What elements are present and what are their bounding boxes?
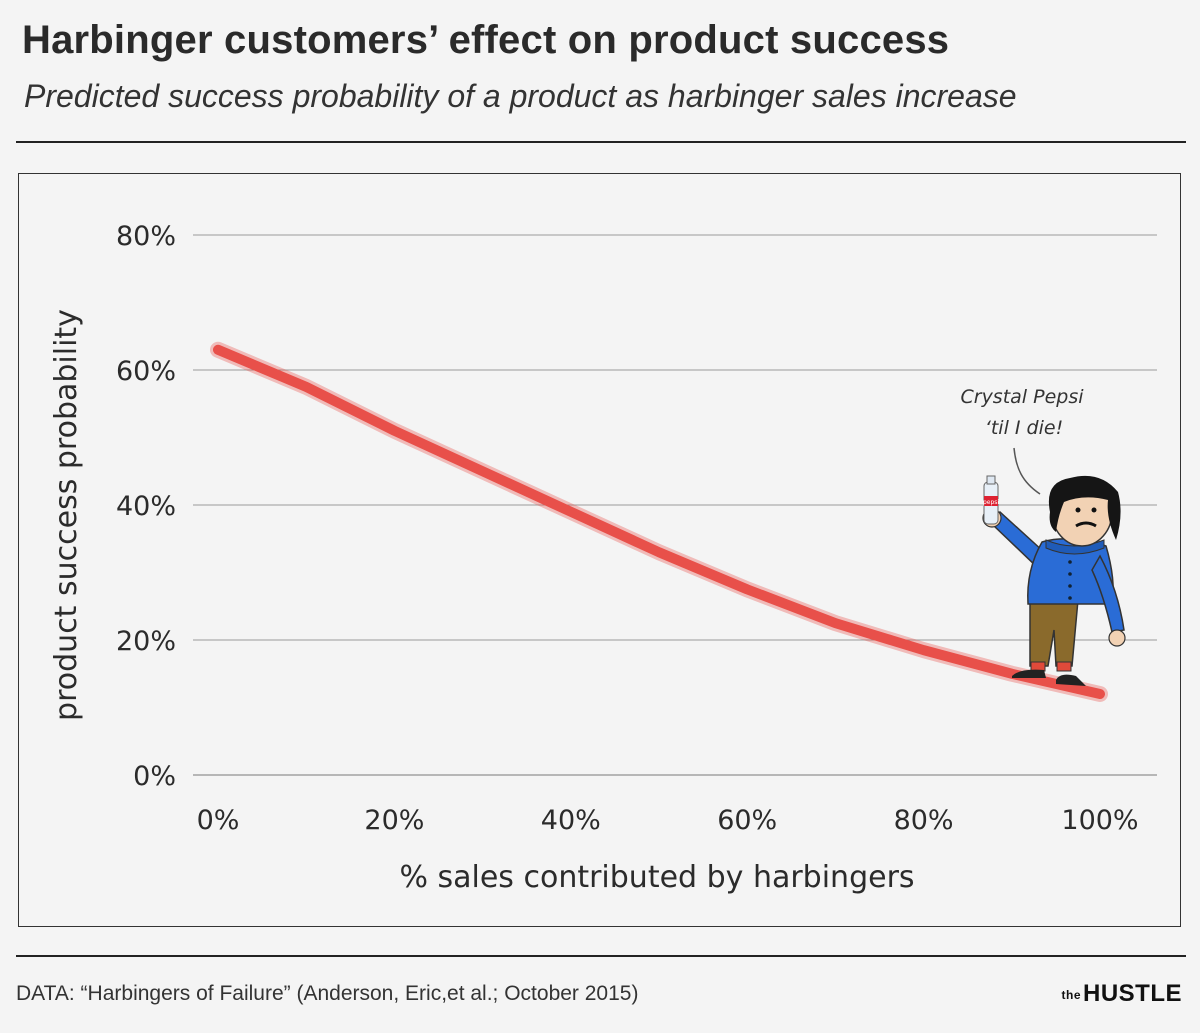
x-tick-label: 40%: [541, 805, 601, 836]
chart-panel: [18, 173, 1181, 927]
chart-title: Harbinger customers’ effect on product s…: [22, 18, 950, 62]
y-tick-label: 20%: [116, 626, 176, 657]
x-tick-label: 80%: [894, 805, 954, 836]
x-tick-label: 0%: [197, 805, 240, 836]
chart-subtitle: Predicted success probability of a produ…: [24, 78, 1017, 114]
x-tick-label: 60%: [717, 805, 777, 836]
speech-pointer: [1013, 447, 1041, 495]
speech-line-1: Crystal Pepsi: [960, 386, 1084, 408]
x-axis-label: % sales contributed by harbingers: [399, 860, 914, 895]
series-group: [210, 341, 1108, 702]
y-tick-labels: 0% 20% 40% 60% 80%: [116, 221, 176, 792]
brand-logo: theHUSTLE: [1062, 980, 1183, 1008]
brand-big-text: HUSTLE: [1083, 980, 1182, 1007]
y-tick-label: 80%: [116, 221, 176, 252]
x-tick-label: 20%: [364, 805, 424, 836]
gridlines: [193, 234, 1157, 776]
bottom-divider: [16, 955, 1186, 957]
harbinger-character-illustration: Crystal Pepsi ‘til I die!: [960, 386, 1126, 686]
speech-line-2: ‘til I die!: [985, 417, 1063, 439]
y-tick-label: 60%: [116, 356, 176, 387]
x-tick-label: 100%: [1061, 805, 1138, 836]
bottle-label: pepsi: [983, 499, 999, 506]
data-source: DATA: “Harbingers of Failure” (Anderson,…: [16, 982, 639, 1005]
y-tick-label: 0%: [133, 761, 176, 792]
y-tick-label: 40%: [116, 491, 176, 522]
top-divider: [16, 141, 1186, 143]
brand-small-text: the: [1061, 987, 1081, 1002]
x-tick-labels: 0% 20% 40% 60% 80% 100%: [197, 805, 1139, 836]
y-axis-label: product success probability: [49, 309, 84, 721]
